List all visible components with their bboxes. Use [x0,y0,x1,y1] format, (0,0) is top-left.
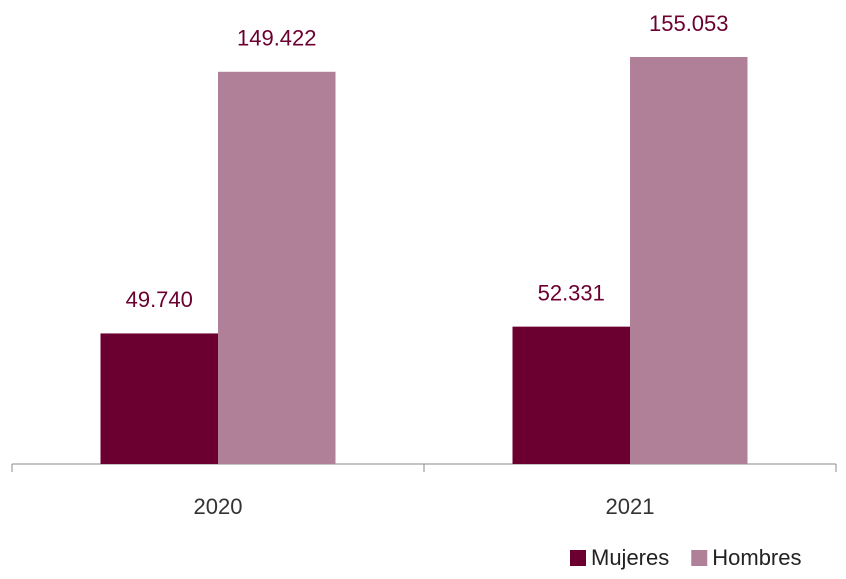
legend-swatch [570,550,586,566]
bar [630,57,748,464]
legend-swatch [691,550,708,566]
x-tick-label: 2020 [194,494,243,519]
bar [218,71,336,465]
bar [100,333,218,464]
legend-label: Mujeres [591,545,669,570]
value-label: 155.053 [649,11,729,36]
x-tick-label: 2021 [606,494,655,519]
bar [512,326,630,464]
value-label: 52.331 [538,280,605,305]
value-label: 49.740 [126,287,193,312]
legend-label: Hombres [712,545,801,570]
value-label: 149.422 [237,26,317,51]
